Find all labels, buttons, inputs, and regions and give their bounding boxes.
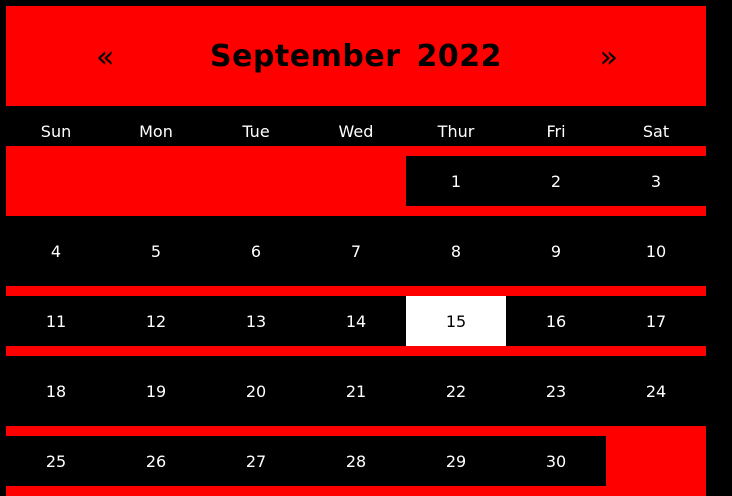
today-day-cell[interactable]: 15	[406, 296, 506, 346]
year-label: 2022	[416, 39, 502, 74]
calendar: « September 2022 » Sun Mon Tue Wed Thur F…	[6, 6, 706, 496]
day-cell[interactable]: 12	[106, 296, 206, 346]
weekday-sun: Sun	[40, 122, 72, 141]
week-row: 25 26 27 28 29 30	[6, 426, 706, 496]
day-cell[interactable]: 3	[606, 156, 706, 206]
weekday-fri: Fri	[546, 122, 566, 141]
month-label: September	[210, 39, 401, 74]
day-cell[interactable]: 1	[406, 156, 506, 206]
month-year-title: September 2022	[6, 6, 706, 106]
weekday-sat: Sat	[642, 122, 670, 141]
day-cell[interactable]: 2	[506, 156, 606, 206]
empty-day-cell	[306, 156, 406, 206]
day-cell[interactable]: 29	[406, 436, 506, 486]
empty-day-cell	[6, 156, 106, 206]
day-cell[interactable]: 14	[306, 296, 406, 346]
weekday-thur: Thur	[437, 122, 475, 141]
day-cell[interactable]: 10	[606, 226, 706, 276]
day-cell[interactable]: 30	[506, 436, 606, 486]
day-cell[interactable]: 23	[506, 366, 606, 416]
day-cell[interactable]: 8	[406, 226, 506, 276]
day-cell[interactable]: 27	[206, 436, 306, 486]
week-row: 4 5 6 7 8 9 10	[6, 216, 706, 286]
empty-day-cell	[206, 156, 306, 206]
day-cell[interactable]: 11	[6, 296, 106, 346]
day-cell[interactable]: 18	[6, 366, 106, 416]
days-grid: 1 2 3 4 5 6 7 8 9 10 11 12 13 14 15 16 17 18 19 20 21 22 23 24 2…	[6, 146, 706, 496]
day-cell[interactable]: 13	[206, 296, 306, 346]
weekday-header-row: Sun Mon Tue Wed Thur Fri Sat	[6, 106, 706, 146]
day-cell[interactable]: 26	[106, 436, 206, 486]
day-cell[interactable]: 19	[106, 366, 206, 416]
day-cell[interactable]: 20	[206, 366, 306, 416]
day-cell[interactable]: 22	[406, 366, 506, 416]
weekday-tue: Tue	[242, 122, 270, 141]
week-row: 11 12 13 14 15 16 17	[6, 286, 706, 356]
next-month-button[interactable]: »	[599, 40, 618, 75]
day-cell[interactable]: 7	[306, 226, 406, 276]
day-cell[interactable]: 4	[6, 226, 106, 276]
calendar-header: « September 2022 »	[6, 6, 706, 106]
day-cell[interactable]: 28	[306, 436, 406, 486]
day-cell[interactable]: 25	[6, 436, 106, 486]
day-cell[interactable]: 6	[206, 226, 306, 276]
day-cell[interactable]: 17	[606, 296, 706, 346]
day-cell[interactable]: 5	[106, 226, 206, 276]
weekday-wed: Wed	[338, 122, 374, 141]
week-row: 18 19 20 21 22 23 24	[6, 356, 706, 426]
day-cell[interactable]: 16	[506, 296, 606, 346]
weekday-mon: Mon	[139, 122, 173, 141]
day-cell[interactable]: 24	[606, 366, 706, 416]
day-cell[interactable]: 21	[306, 366, 406, 416]
prev-month-button[interactable]: «	[96, 40, 115, 75]
empty-day-cell	[106, 156, 206, 206]
empty-day-cell	[606, 436, 706, 486]
day-cell[interactable]: 9	[506, 226, 606, 276]
